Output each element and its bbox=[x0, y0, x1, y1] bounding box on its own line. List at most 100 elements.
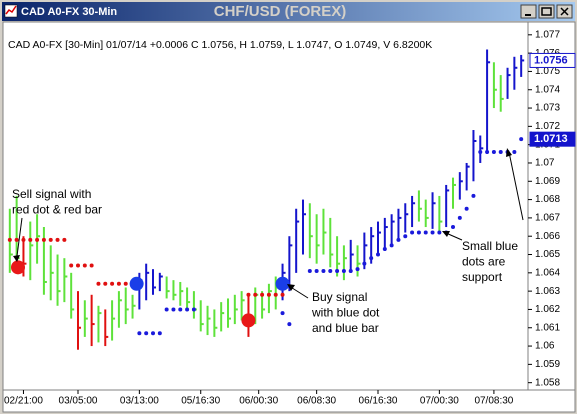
annotation-text: Sell signal with bbox=[12, 187, 91, 201]
level-dot bbox=[362, 261, 367, 266]
level-dot bbox=[321, 268, 326, 273]
x-tick-label: 07/00:30 bbox=[420, 396, 459, 407]
level-dot bbox=[273, 292, 278, 297]
y-tick-label: 1.067 bbox=[535, 213, 560, 224]
level-dot bbox=[430, 230, 435, 235]
level-dot bbox=[280, 311, 285, 316]
annotations: Sell signal with red dot & red bar Buy sig… bbox=[12, 148, 524, 335]
level-dot bbox=[144, 331, 149, 336]
level-dot bbox=[403, 234, 408, 239]
level-dot bbox=[376, 252, 380, 257]
level-dot bbox=[35, 237, 40, 242]
y-tick-label: 1.066 bbox=[535, 231, 560, 242]
level-dot bbox=[287, 322, 292, 327]
level-dot bbox=[69, 263, 74, 268]
close-icon bbox=[560, 7, 569, 16]
annotation-text: support bbox=[462, 270, 503, 284]
level-dot bbox=[103, 281, 108, 286]
level-dot bbox=[457, 215, 462, 220]
y-tick-label: 1.059 bbox=[535, 359, 560, 370]
app-icon-graph bbox=[5, 5, 17, 15]
y-tick-label: 1.072 bbox=[535, 121, 560, 132]
level-dot bbox=[348, 268, 353, 273]
level-dot bbox=[423, 230, 428, 235]
annotation-text: Buy signal bbox=[312, 290, 367, 304]
level-dot bbox=[157, 331, 162, 336]
level-dot bbox=[519, 137, 524, 142]
level-dot bbox=[151, 331, 155, 336]
level-dot bbox=[171, 307, 176, 312]
x-tick-label: 05/16:30 bbox=[181, 396, 220, 407]
level-dot bbox=[335, 268, 340, 273]
x-tick-label: 07/08:30 bbox=[474, 396, 513, 407]
x-tick-label: 06/00:30 bbox=[239, 396, 278, 407]
level-dot bbox=[62, 237, 67, 242]
y-tick-label: 1.07 bbox=[535, 158, 555, 169]
level-dot bbox=[7, 237, 12, 242]
level-dot bbox=[389, 243, 394, 248]
y-tick-label: 1.077 bbox=[535, 29, 560, 40]
price-marker-box bbox=[529, 52, 576, 68]
y-tick-label: 1.074 bbox=[535, 84, 560, 95]
y-tick-label: 1.06 bbox=[535, 341, 555, 352]
y-tick-label: 1.058 bbox=[535, 377, 560, 388]
title-bar bbox=[2, 2, 575, 21]
annotation-text: with blue dot bbox=[311, 306, 380, 320]
annotation-text: and blue bar bbox=[312, 321, 379, 335]
level-dot bbox=[280, 292, 285, 297]
level-dot bbox=[116, 281, 121, 286]
minimize-button[interactable] bbox=[520, 4, 537, 19]
level-dot bbox=[485, 149, 490, 154]
level-dot bbox=[137, 331, 142, 336]
arrow-head bbox=[287, 284, 295, 291]
y-tick-label: 1.065 bbox=[535, 249, 560, 260]
signal-dot bbox=[275, 276, 290, 291]
level-dot bbox=[416, 230, 421, 235]
level-dot bbox=[498, 149, 503, 154]
info-line: CAD A0-FX [30-Min] 01/07/14 +0.0006 C 1.… bbox=[8, 39, 432, 51]
x-tick-label: 03/13:00 bbox=[120, 396, 159, 407]
signal-dot bbox=[11, 260, 25, 275]
level-dot bbox=[478, 149, 483, 154]
x-axis-area bbox=[2, 389, 576, 413]
y-tick-label: 1.063 bbox=[535, 286, 560, 297]
level-dot bbox=[464, 206, 469, 211]
price-marker-label: 1.0713 bbox=[534, 133, 568, 145]
level-dot bbox=[512, 149, 517, 154]
level-dot bbox=[328, 268, 333, 273]
level-dot bbox=[471, 193, 476, 198]
maximize-icon bbox=[541, 7, 552, 16]
level-dot bbox=[191, 307, 196, 312]
level-dot bbox=[260, 292, 265, 297]
level-dot bbox=[437, 230, 442, 235]
annotation-text: red dot & red bar bbox=[12, 203, 102, 217]
window-buttons bbox=[520, 4, 573, 19]
signal-dot bbox=[241, 313, 256, 328]
x-tick-label: 06/08:30 bbox=[297, 396, 336, 407]
arrow bbox=[445, 232, 463, 241]
level-dot bbox=[48, 237, 53, 242]
level-dot bbox=[110, 281, 115, 286]
level-dot bbox=[369, 256, 374, 261]
price-marker-box bbox=[529, 131, 576, 147]
y-tick-label: 1.062 bbox=[535, 304, 560, 315]
arrow-head bbox=[442, 231, 450, 237]
level-dot bbox=[178, 307, 183, 312]
level-dot bbox=[123, 281, 128, 286]
annotation-text: Small blue bbox=[462, 239, 518, 253]
arrow-head bbox=[506, 148, 512, 157]
y-axis-area bbox=[527, 21, 576, 391]
plot-area bbox=[2, 21, 529, 391]
level-dot bbox=[246, 292, 251, 297]
y-tick-label: 1.069 bbox=[535, 176, 560, 187]
level-dot bbox=[491, 149, 496, 154]
arrow bbox=[508, 151, 524, 221]
level-dot bbox=[266, 292, 271, 297]
level-dot bbox=[382, 247, 387, 252]
level-dot bbox=[341, 268, 346, 273]
level-dot bbox=[307, 268, 312, 273]
level-dot bbox=[396, 237, 401, 242]
window-title: CAD A0-FX 30-Min bbox=[21, 6, 117, 18]
